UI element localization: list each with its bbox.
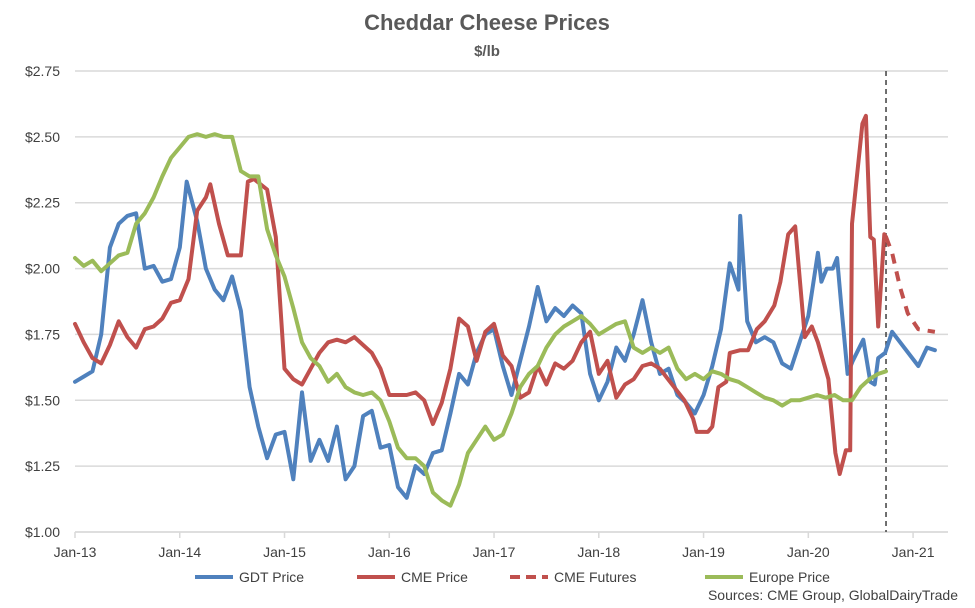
x-tick-label: Jan-21 <box>892 544 935 560</box>
series-lines <box>73 71 937 532</box>
series-europe-price <box>73 132 888 508</box>
x-tick-label: Jan-20 <box>787 544 830 560</box>
y-tick-label: $1.00 <box>25 524 60 540</box>
y-tick-label: $2.00 <box>25 261 60 277</box>
y-tick-label: $1.50 <box>25 392 60 408</box>
legend-item-cme-futures: CME Futures <box>510 569 636 585</box>
y-tick-label: $2.75 <box>25 63 60 79</box>
legend-item-gdt-price: GDT Price <box>195 569 304 585</box>
source-note: Sources: CME Group, GlobalDairyTrade <box>708 587 958 603</box>
y-tick-label: $1.25 <box>25 458 60 474</box>
series-cme-futures <box>884 236 936 334</box>
legend-item-cme-price: CME Price <box>357 569 468 585</box>
legend: GDT Price CME Price CME Futures Europe Pric… <box>195 569 830 585</box>
x-tick-label: Jan-19 <box>682 544 725 560</box>
y-axis-ticks: $1.00 $1.25 $1.50 $1.75 $2.00 $2.25 $2.50 $2.75 <box>25 63 60 540</box>
chart-title: Cheddar Cheese Prices <box>364 10 610 35</box>
x-tick-label: Jan-13 <box>54 544 97 560</box>
y-tick-label: $1.75 <box>25 326 60 342</box>
legend-label: Europe Price <box>749 569 830 585</box>
x-axis-ticks: Jan-13 Jan-14 Jan-15 Jan-16 Jan-17 Jan-18 Jan-… <box>54 531 948 560</box>
y-tick-label: $2.50 <box>25 129 60 145</box>
series-gdt-price <box>73 179 937 500</box>
legend-label: CME Price <box>401 569 468 585</box>
gridlines <box>75 70 948 533</box>
legend-label: GDT Price <box>239 569 304 585</box>
series-cme-price <box>73 113 888 476</box>
x-tick-label: Jan-18 <box>577 544 620 560</box>
chart-subtitle: $/lb <box>474 43 500 60</box>
x-tick-label: Jan-14 <box>158 544 201 560</box>
legend-item-europe-price: Europe Price <box>705 569 830 585</box>
x-tick-label: Jan-15 <box>263 544 306 560</box>
legend-label: CME Futures <box>554 569 636 585</box>
y-tick-label: $2.25 <box>25 195 60 211</box>
x-tick-label: Jan-16 <box>368 544 411 560</box>
x-tick-label: Jan-17 <box>473 544 516 560</box>
